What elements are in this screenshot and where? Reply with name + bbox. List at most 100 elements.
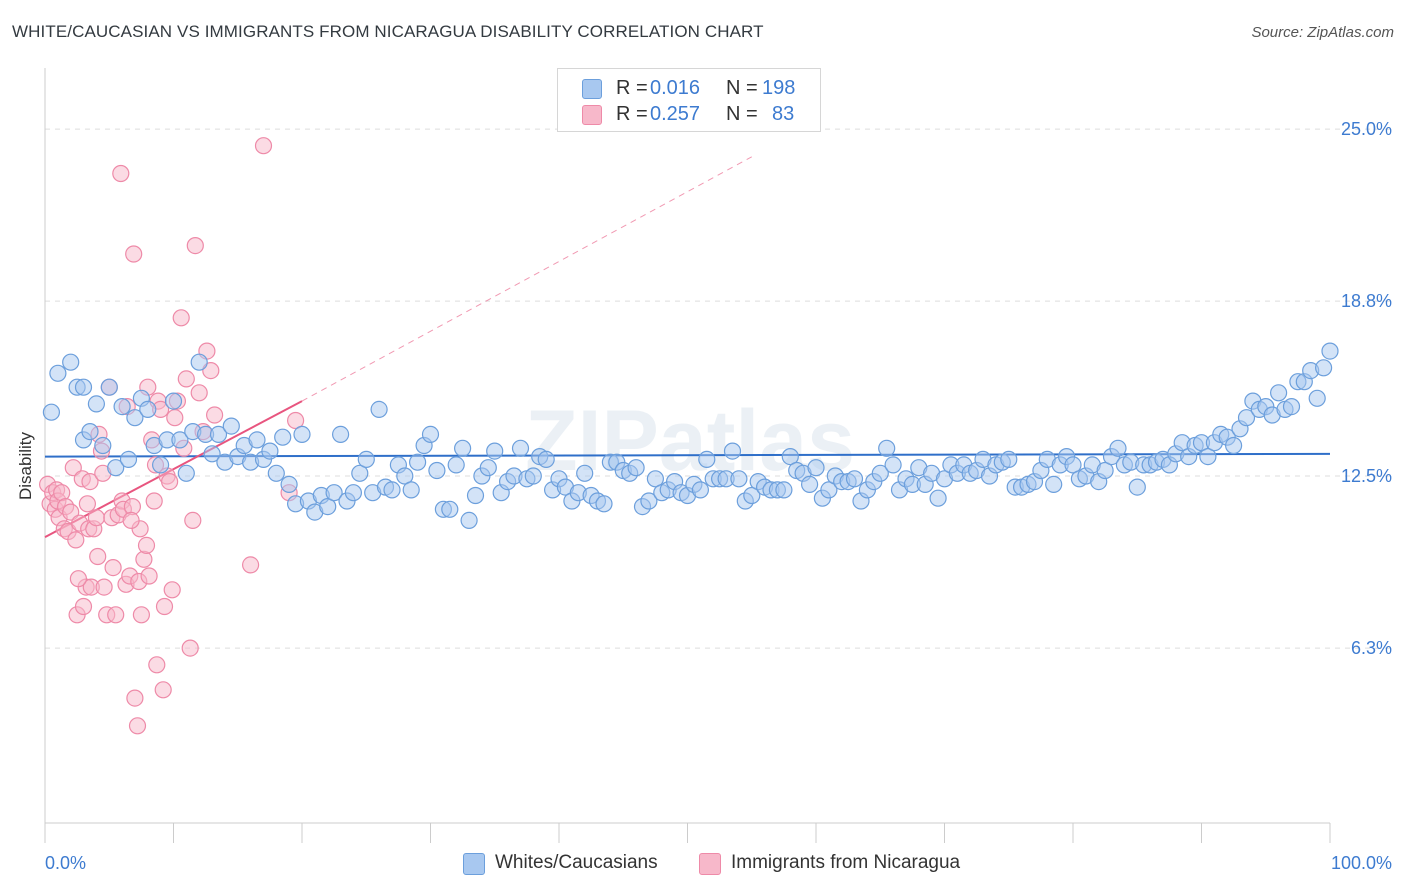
whites-point [1321,342,1339,360]
whites-point [723,442,742,460]
nicaragua-point [128,717,147,735]
x-tick-label: 0.0% [45,853,86,873]
whites-point [319,498,337,516]
nicaragua-point [135,550,153,568]
y-tick-label: 25.0% [1341,119,1392,139]
whites-point [87,395,106,413]
whites-point [1224,436,1243,455]
whites-point [1269,384,1288,402]
nicaragua-trend-extension [301,156,752,402]
nicaragua-point [172,309,190,327]
whites-point [460,511,478,530]
nicaragua-point [184,511,202,530]
nicaragua-point [206,406,224,424]
whites-point [370,400,388,418]
nicaragua-point [186,237,204,255]
whites-point [42,403,61,421]
nicaragua-point [287,411,305,430]
whites-point [325,484,343,502]
nicaragua-point [177,370,195,388]
whites-point [100,378,118,396]
whites-point [441,500,459,518]
nicaragua-points [38,137,305,735]
nicaragua-point [69,570,88,588]
whites-point [274,428,292,446]
whites-point [775,481,793,499]
whites-point [743,486,761,505]
whites-point [248,431,266,449]
whites-point [627,459,645,477]
legend-r-label: R = [616,77,648,99]
whites-point [807,459,825,477]
x-tick-label: 100.0% [1331,853,1392,873]
nicaragua-point [181,639,199,657]
legend-n-value: 198 [762,77,796,99]
whites-point [781,448,799,466]
whites-point [190,353,208,371]
whites-point [845,470,864,488]
whites-point [171,431,189,449]
chart-title: WHITE/CAUCASIAN VS IMMIGRANTS FROM NICAR… [12,22,764,41]
source-label: Source: ZipAtlas.com [1251,24,1394,41]
bottom-legend-swatch-nicaragua [699,853,721,875]
legend-r-value: 0.016 [650,77,701,99]
nicaragua-point [87,509,106,527]
legend-r-label: R = [616,103,648,125]
whites-point [1282,398,1301,416]
nicaragua-point [140,567,158,585]
nicaragua-point [254,137,273,155]
whites-point [409,453,427,471]
whites-point [1045,475,1063,493]
bottom-legend-label-nicaragua: Immigrants from Nicaragua [731,852,961,873]
whites-point [1199,448,1217,466]
whites-point [357,450,375,468]
nicaragua-point [122,511,140,530]
y-tick-label: 18.8% [1341,291,1392,311]
whites-point [107,459,125,477]
nicaragua-point [112,164,130,183]
whites-point [209,425,228,443]
nicaragua-point [202,362,220,380]
legend-swatch-whites [582,79,602,99]
nicaragua-point [154,681,172,699]
whites-point [1314,359,1333,377]
whites-point [454,439,472,457]
whites-point [421,425,440,443]
nicaragua-point [74,597,93,616]
nicaragua-point [107,606,125,624]
whites-point [203,445,221,463]
legend-n-value: 83 [772,103,795,125]
nicaragua-point [81,473,99,491]
whites-point [332,425,350,443]
whites-point [396,467,414,485]
nicaragua-point [166,409,184,427]
whites-point [1109,439,1127,457]
whites-point [929,489,947,507]
whites-point [62,353,80,371]
whites-point [293,425,311,443]
whites-point [344,484,362,502]
whites-point [428,461,446,480]
whites-point [646,470,665,488]
whites-point [139,400,157,418]
nicaragua-point [67,531,85,549]
whites-point [119,450,138,468]
nicaragua-point [155,597,174,616]
whites-point [49,364,67,382]
whites-points [42,342,1339,530]
whites-point [1308,389,1326,407]
whites-point [126,409,144,427]
nicaragua-point [137,536,156,555]
whites-point [1000,450,1018,468]
whites-point [524,467,542,485]
nicaragua-point [126,689,144,707]
whites-point [466,486,485,505]
nicaragua-point [161,473,179,491]
whites-point [164,392,183,410]
correlation-legend: R = 0.016 N = 198 R = 0.257 N = 83 [557,68,821,132]
whites-point [595,495,613,513]
nicaragua-point [95,578,113,596]
whites-point [486,442,504,460]
nicaragua-point [190,384,208,402]
